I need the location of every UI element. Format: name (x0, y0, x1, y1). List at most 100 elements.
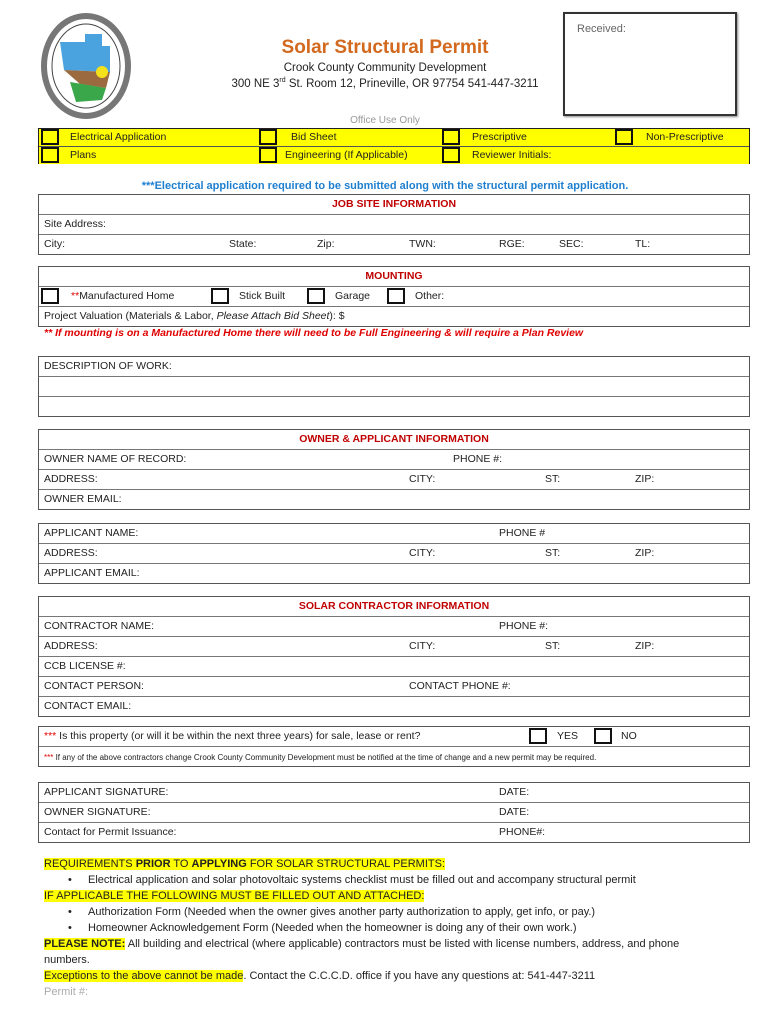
other-label: Other: (415, 290, 445, 302)
contractor-heading: SOLAR CONTRACTOR INFORMATION (298, 600, 490, 612)
contractor-city-label: CITY: (409, 640, 436, 652)
garage-checkbox[interactable] (307, 288, 325, 304)
manufactured-home-note: ** If mounting is on a Manufactured Home… (44, 327, 584, 339)
owner-table: OWNER & APPLICANT INFORMATION OWNER NAME… (38, 429, 750, 510)
reviewer-initials-checkbox[interactable] (442, 147, 460, 163)
requirement-bullet-1: • Electrical application and solar photov… (44, 872, 756, 888)
stars: *** (44, 730, 57, 742)
plans-label: Plans (70, 149, 97, 161)
owner-name-label: OWNER NAME OF RECORD: (44, 453, 187, 465)
prescriptive-checkbox[interactable] (442, 129, 460, 145)
contractor-zip-label: ZIP: (635, 640, 655, 652)
yes-label: YES (557, 730, 579, 742)
address-text: 300 NE 3 (231, 77, 280, 90)
bullet-icon: • (68, 906, 72, 918)
valuation-italic: Please Attach Bid Sheet (216, 310, 330, 322)
please-note: PLEASE NOTE: All building and electrical… (44, 936, 756, 952)
applicant-zip-label: ZIP: (635, 547, 655, 559)
description-line-1[interactable] (39, 376, 749, 396)
t: IF APPLICABLE THE FOLLOWING MUST BE FILL… (44, 890, 425, 902)
contractor-phone-label: PHONE #: (499, 620, 549, 632)
zip-label: Zip: (317, 238, 335, 250)
bid-sheet-checkbox[interactable] (259, 129, 277, 145)
contact-person-label: CONTACT PERSON: (44, 680, 144, 692)
reviewer-initials-label: Reviewer Initials: (472, 149, 552, 161)
yes-checkbox[interactable] (529, 728, 547, 744)
prescriptive-label: Prescriptive (472, 131, 527, 143)
permit-number-label: Permit #: (44, 986, 89, 998)
phone-label: PHONE#: (499, 826, 546, 838)
t: PLEASE NOTE: (44, 938, 126, 950)
contact-permit-label: Contact for Permit Issuance: (44, 826, 177, 838)
manufactured-home-checkbox[interactable] (41, 288, 59, 304)
owner-st-label: ST: (545, 473, 561, 485)
manufactured-home-option: **Manufactured Home (71, 290, 174, 303)
requirements-section: REQUIREMENTS PRIOR TO APPLYING FOR SOLAR… (44, 856, 756, 1000)
owner-address-label: ADDRESS: (44, 473, 98, 485)
owner-heading: OWNER & APPLICANT INFORMATION (299, 433, 489, 445)
site-address-field[interactable]: Site Address: (39, 214, 749, 234)
contractor-change-text: *** If any of the above contractors chan… (44, 751, 596, 764)
owner-phone-label: PHONE #: (453, 453, 503, 465)
applicant-city-label: CITY: (409, 547, 436, 559)
requirement-bullet-2: • Authorization Form (Needed when the own… (44, 904, 756, 920)
please-note-cont: numbers. (44, 954, 90, 966)
engineering-label: Engineering (If Applicable) (285, 149, 408, 161)
stars: ** (71, 290, 80, 302)
contact-phone-label: CONTACT PHONE #: (409, 680, 511, 692)
if-applicable-heading: IF APPLICABLE THE FOLLOWING MUST BE FILL… (44, 888, 756, 904)
date-label: DATE: (499, 806, 530, 818)
form-title: Solar Structural Permit (281, 37, 489, 58)
electrical-application-checkbox[interactable] (41, 129, 59, 145)
bullet-text: Authorization Form (Needed when the owne… (88, 906, 596, 918)
t: . Contact the C.C.C.D. office if you hav… (243, 970, 596, 982)
twn-label: TWN: (409, 238, 436, 250)
other-checkbox[interactable] (387, 288, 405, 304)
non-prescriptive-label: Non-Prescriptive (646, 131, 724, 143)
project-valuation-field[interactable]: Project Valuation (Materials & Labor, Pl… (39, 306, 749, 326)
bullet-icon: • (68, 922, 72, 934)
applicant-table: APPLICANT NAME: PHONE # ADDRESS: CITY: ST: Z… (38, 523, 750, 584)
description-table: DESCRIPTION OF WORK: (38, 356, 750, 417)
property-table: *** Is this property (or will it be with… (38, 726, 750, 767)
no-checkbox[interactable] (594, 728, 612, 744)
state-label: State: (229, 238, 257, 250)
bid-sheet-label: Bid Sheet (291, 131, 337, 143)
requirements-heading: REQUIREMENTS PRIOR TO APPLYING FOR SOLAR… (44, 856, 756, 872)
city-label: City: (44, 238, 65, 250)
crook-county-logo (40, 12, 132, 120)
t: APPLYING (191, 858, 247, 870)
garage-label: Garage (335, 290, 371, 302)
org-address: 300 NE 3rd St. Room 12, Prineville, OR 9… (0, 77, 770, 90)
requirement-bullet-3: • Homeowner Acknowledgement Form (Needed … (44, 920, 756, 936)
electrical-note: ***Electrical application required to be… (141, 180, 629, 192)
mounting-heading: MOUNTING (365, 270, 423, 282)
contractor-name-label: CONTRACTOR NAME: (44, 620, 155, 632)
electrical-application-label: Electrical Application (70, 131, 167, 143)
description-label: DESCRIPTION OF WORK: (44, 360, 172, 372)
non-prescriptive-checkbox[interactable] (615, 129, 633, 145)
bullet-text: Electrical application and solar photovo… (88, 874, 636, 886)
ccb-license-label: CCB LICENSE #: (44, 660, 126, 672)
stick-built-label: Stick Built (239, 290, 286, 302)
owner-zip-label: ZIP: (635, 473, 655, 485)
job-site-heading: JOB SITE INFORMATION (331, 198, 457, 210)
date-label: DATE: (499, 786, 530, 798)
valuation-text: Project Valuation (Materials & Labor, Pl… (44, 310, 345, 323)
owner-signature-label: OWNER SIGNATURE: (44, 806, 151, 818)
contractor-address-label: ADDRESS: (44, 640, 98, 652)
owner-email-label: OWNER EMAIL: (44, 493, 122, 505)
t: REQUIREMENTS (44, 858, 136, 870)
owner-city-label: CITY: (409, 473, 436, 485)
stick-built-checkbox[interactable] (211, 288, 229, 304)
engineering-checkbox[interactable] (259, 147, 277, 163)
org-name: Crook County Community Development (283, 62, 487, 74)
contractor-st-label: ST: (545, 640, 561, 652)
mounting-table: MOUNTING **Manufactured Home Stick Built… (38, 266, 750, 327)
received-box[interactable]: Received: (563, 12, 737, 116)
address-sup: rd (279, 77, 286, 84)
description-line-2[interactable] (39, 396, 749, 416)
stars: *** (44, 753, 54, 762)
plans-checkbox[interactable] (41, 147, 59, 163)
